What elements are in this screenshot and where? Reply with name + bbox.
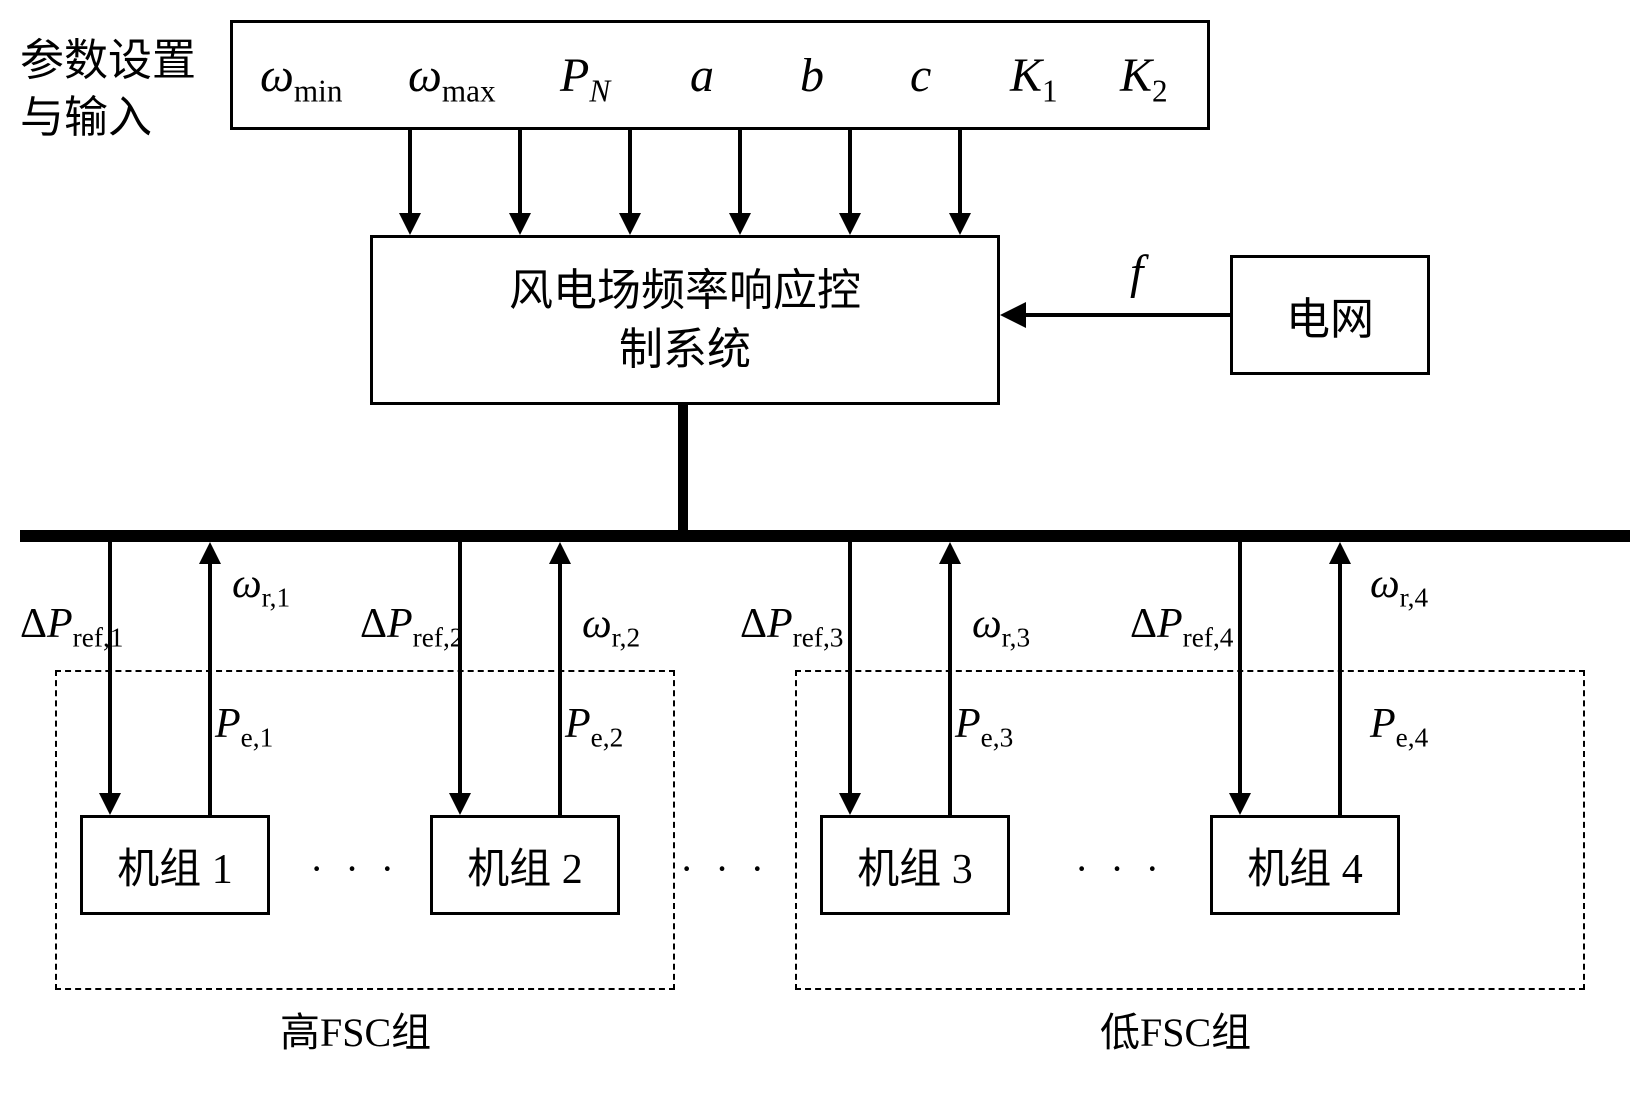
param-2: PN xyxy=(560,48,610,110)
side-label: 参数设置与输入 xyxy=(20,32,196,146)
unit-box-4: 机组 4 xyxy=(1210,815,1400,915)
unit-box-2: 机组 2 xyxy=(430,815,620,915)
grid-box: 电网 xyxy=(1230,255,1430,375)
omega-label-4: ωr,4 xyxy=(1370,560,1428,613)
omega-label-1: ωr,1 xyxy=(232,560,290,613)
dP-label-1: ΔPref,1 xyxy=(20,600,123,653)
param-5: c xyxy=(910,48,931,103)
omega-label-2: ωr,2 xyxy=(582,600,640,653)
diagram-canvas: 参数设置与输入 ωmin ωmax PN a b c K1 K2 风电场频率响应控制系统 电网 f 高F… xyxy=(0,0,1651,1103)
param-6: K1 xyxy=(1010,48,1058,110)
ellipsis-0: · · · xyxy=(310,845,400,892)
Pe-label-4: Pe,4 xyxy=(1370,700,1428,753)
unit-box-1: 机组 1 xyxy=(80,815,270,915)
Pe-label-2: Pe,2 xyxy=(565,700,623,753)
unit-box-3: 机组 3 xyxy=(820,815,1010,915)
param-3: a xyxy=(690,48,714,103)
Pe-label-3: Pe,3 xyxy=(955,700,1013,753)
param-1: ωmax xyxy=(408,48,496,110)
bus-bar xyxy=(20,530,1630,542)
Pe-label-1: Pe,1 xyxy=(215,700,273,753)
f-label: f xyxy=(1130,245,1143,300)
param-box xyxy=(230,20,1210,130)
group-high-label: 高FSC组 xyxy=(280,1000,431,1058)
controller-bus-link xyxy=(678,405,688,530)
param-7: K2 xyxy=(1120,48,1168,110)
dP-label-2: ΔPref,2 xyxy=(360,600,463,653)
dP-label-4: ΔPref,4 xyxy=(1130,600,1233,653)
param-0: ωmin xyxy=(260,48,342,110)
ellipsis-1: · · · xyxy=(680,845,770,892)
group-low-label: 低FSC组 xyxy=(1100,1000,1251,1058)
ellipsis-2: · · · xyxy=(1075,845,1165,892)
dP-label-3: ΔPref,3 xyxy=(740,600,843,653)
param-4: b xyxy=(800,48,824,103)
controller-box: 风电场频率响应控制系统 xyxy=(370,235,1000,405)
omega-label-3: ωr,3 xyxy=(972,600,1030,653)
